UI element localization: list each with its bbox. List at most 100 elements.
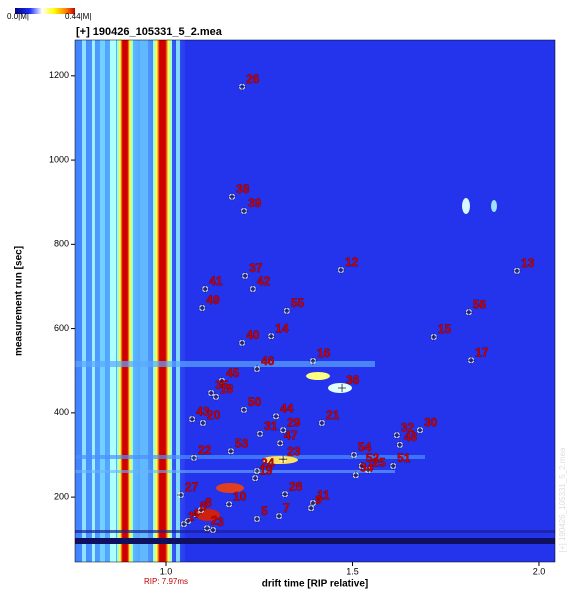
- point-label: 35: [215, 378, 229, 392]
- marker-cross: [512, 266, 521, 275]
- point-label: 23: [287, 444, 301, 458]
- marker-cross: [176, 491, 185, 500]
- marker-cross: [226, 447, 235, 456]
- point-label: 41: [209, 274, 223, 288]
- marker-cross: [191, 509, 200, 518]
- point-label: 44: [280, 401, 294, 415]
- point-label: 18: [220, 382, 234, 396]
- marker-cross: [308, 499, 317, 508]
- point-label: 50: [248, 395, 262, 409]
- marker-cross: [253, 466, 262, 475]
- point-label: 36: [346, 373, 360, 387]
- y-tick-label: 400: [54, 407, 69, 417]
- marker-cross: [389, 461, 398, 470]
- y-tick-label: 800: [54, 239, 69, 249]
- marker-cross: [279, 455, 288, 464]
- chart-title: [+] 190426_105331_5_2.mea: [76, 26, 223, 38]
- point-label: 30: [424, 415, 438, 429]
- point-label: 24: [261, 456, 275, 470]
- marker-cross: [282, 306, 291, 315]
- point-label: 55: [291, 296, 305, 310]
- marker-cross: [238, 82, 247, 91]
- colorbar-min: 0.0|M|: [7, 12, 29, 21]
- point-label: 47: [284, 428, 298, 442]
- point-label: 56: [473, 297, 487, 311]
- point-label: 15: [438, 322, 452, 336]
- point-label: 38: [236, 182, 250, 196]
- marker-cross: [267, 332, 276, 341]
- point-label: 46: [261, 354, 275, 368]
- marker-cross: [429, 333, 438, 342]
- marker-cross: [207, 389, 216, 398]
- marker-cross: [211, 392, 220, 401]
- marker-cross: [357, 461, 366, 470]
- marker-cross: [336, 266, 345, 275]
- point-label: 45: [226, 366, 240, 380]
- point-label: 49: [206, 293, 220, 307]
- point-label: 9: [315, 493, 322, 507]
- point-label: 40: [246, 328, 260, 342]
- point-label: 53: [235, 436, 249, 450]
- y-tick-label: 1000: [49, 154, 69, 164]
- point-label: 5: [261, 504, 268, 518]
- marker-cross: [307, 504, 316, 513]
- point-label: 54: [358, 440, 372, 454]
- x-axis-label: drift time [RIP relative]: [262, 579, 369, 590]
- point-label: 16: [317, 346, 331, 360]
- marker-cross: [251, 474, 260, 483]
- marker-cross: [238, 338, 247, 347]
- x-tick-label: 1.5: [346, 566, 359, 576]
- point-label: 2: [211, 513, 218, 527]
- point-label: 22: [198, 443, 212, 457]
- rip-label: RIP: 7.97ms: [144, 577, 188, 586]
- point-label: 32: [401, 420, 415, 434]
- marker-cross: [253, 365, 262, 374]
- marker-cross: [198, 418, 207, 427]
- marker-cross: [189, 453, 198, 462]
- colorbar-max: 0.44|M|: [65, 12, 91, 21]
- point-label: 4: [192, 506, 199, 520]
- marker-cross: [395, 440, 404, 449]
- marker-cross: [308, 357, 317, 366]
- point-label: 42: [257, 274, 271, 288]
- point-label: 21: [326, 408, 340, 422]
- marker-cross: [272, 412, 281, 421]
- point-label: 26: [246, 72, 260, 86]
- y-tick-label: 1200: [49, 70, 69, 80]
- point-label: 19: [259, 463, 273, 477]
- marker-cross: [280, 490, 289, 499]
- marker-cross: [349, 450, 358, 459]
- point-label: 8: [205, 495, 212, 509]
- marker-cross: [217, 376, 226, 385]
- marker-cross: [225, 500, 234, 509]
- marker-cross: [364, 466, 373, 475]
- point-label: 13: [521, 256, 535, 270]
- marker-cross: [415, 426, 424, 435]
- point-label: 7: [283, 501, 290, 515]
- marker-cross: [198, 303, 207, 312]
- marker-cross: [188, 415, 197, 424]
- marker-cross: [467, 356, 476, 365]
- point-label: 51: [397, 451, 411, 465]
- marker-cross: [241, 271, 250, 280]
- point-label: 37: [249, 261, 263, 275]
- marker-cross: [239, 405, 248, 414]
- point-label: 29: [287, 415, 301, 429]
- point-label: 28: [289, 479, 303, 493]
- marker-cross: [392, 431, 401, 440]
- point-label: 27: [185, 480, 199, 494]
- marker-cross: [275, 512, 284, 521]
- point-label: 6: [200, 499, 207, 513]
- heatmap: [75, 40, 555, 562]
- marker-cross: [464, 308, 473, 317]
- point-label: 1: [188, 509, 195, 523]
- marker-cross: [317, 418, 326, 427]
- marker-cross: [351, 471, 360, 480]
- point-label: 11: [317, 488, 330, 502]
- point-label: 20: [207, 408, 221, 422]
- marker-cross: [253, 515, 262, 524]
- point-label: 52: [366, 451, 380, 465]
- point-label: 25: [372, 455, 386, 469]
- y-tick-label: 200: [54, 491, 69, 501]
- marker-cross: [179, 520, 188, 529]
